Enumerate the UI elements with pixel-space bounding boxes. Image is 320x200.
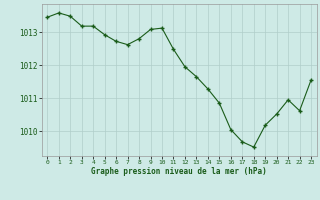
X-axis label: Graphe pression niveau de la mer (hPa): Graphe pression niveau de la mer (hPa) xyxy=(91,167,267,176)
